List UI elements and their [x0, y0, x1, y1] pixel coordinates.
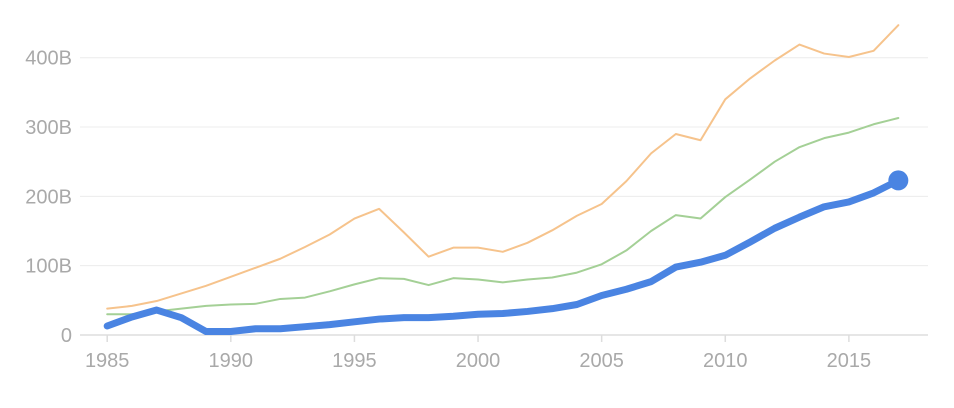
end-markers	[888, 170, 909, 191]
series-line-2	[106, 117, 900, 316]
x-tick-label: 1990	[209, 350, 254, 372]
y-tick-label: 400B	[25, 48, 72, 70]
gridlines	[80, 57, 928, 267]
y-tick-label: 300B	[25, 117, 72, 139]
y-tick-label: 200B	[25, 186, 72, 208]
series-line-1	[106, 24, 900, 310]
series-line-highlighted	[103, 176, 902, 336]
x-axis: 1985 1990 1995 2000 2005 2010 2015	[80, 334, 928, 372]
x-tick-label: 1995	[332, 350, 377, 372]
x-tick-label: 2005	[579, 350, 624, 372]
x-tick-label: 2000	[456, 350, 501, 372]
x-tick-label: 2010	[703, 350, 748, 372]
y-axis-tick-labels: 0 100B 200B 300B 400B	[25, 48, 72, 347]
x-tick-label: 1985	[85, 350, 130, 372]
x-tick-label: 2015	[827, 350, 872, 372]
series-end-marker[interactable]	[888, 170, 909, 191]
series-lines	[103, 24, 902, 336]
y-tick-label: 0	[61, 325, 72, 347]
y-tick-label: 100B	[25, 256, 72, 278]
